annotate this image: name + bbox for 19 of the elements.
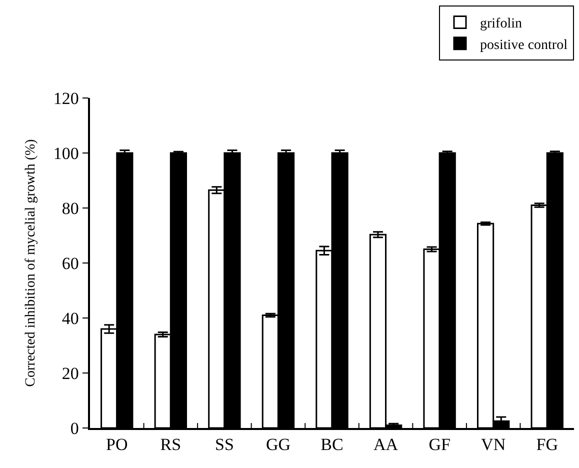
x-tick-label: GG	[266, 435, 290, 454]
x-tick-label: VN	[481, 435, 506, 454]
x-tick-label: AA	[374, 435, 399, 454]
y-tick-label: 100	[53, 144, 79, 163]
x-tick-label: FG	[536, 435, 558, 454]
x-tick-label: PO	[106, 435, 128, 454]
legend-label: grifolin	[480, 16, 522, 32]
x-tick-label: SS	[214, 435, 234, 454]
x-tick-label: GF	[428, 435, 450, 454]
y-tick-label: 120	[53, 88, 79, 108]
y-axis-title: Corrected inhibition of mycelial growth (%)	[23, 138, 38, 387]
y-tick-label: 80	[62, 198, 79, 218]
y-tick-label: 0	[70, 418, 79, 438]
y-tick-label: 60	[62, 254, 79, 273]
y-tick-label: 20	[62, 364, 79, 383]
y-tick-label: 40	[62, 308, 79, 328]
x-tick-label: RS	[160, 435, 182, 454]
legend-label: positive control	[480, 38, 568, 53]
x-tick-label: BC	[320, 435, 344, 454]
